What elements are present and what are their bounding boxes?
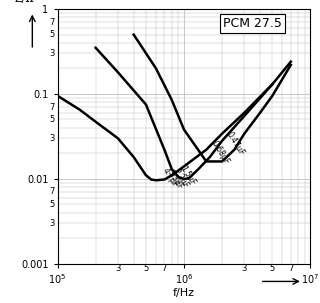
Text: 3.3µF: 3.3µF (165, 168, 184, 191)
Text: 7: 7 (162, 264, 167, 273)
Text: 1.5µF: 1.5µF (178, 164, 197, 187)
Text: 5: 5 (50, 30, 55, 39)
Text: 5: 5 (50, 115, 55, 124)
Text: 0.68µF: 0.68µF (210, 139, 231, 166)
Text: 7: 7 (288, 264, 293, 273)
Text: 3: 3 (50, 134, 55, 143)
Text: PCM 27.5: PCM 27.5 (223, 17, 282, 30)
Text: 5: 5 (50, 200, 55, 209)
X-axis label: f/Hz: f/Hz (173, 288, 195, 298)
Text: 0.47µF: 0.47µF (225, 130, 246, 157)
Y-axis label: Z/Ω: Z/Ω (15, 0, 35, 4)
Text: 5: 5 (143, 264, 148, 273)
Text: 3: 3 (115, 264, 121, 273)
Text: 7: 7 (50, 103, 55, 112)
Text: 5: 5 (270, 264, 275, 273)
Text: 7: 7 (50, 188, 55, 196)
Text: 3: 3 (50, 219, 55, 228)
Text: 4.7µF: 4.7µF (160, 166, 179, 189)
Text: 3: 3 (242, 264, 247, 273)
Text: 7: 7 (50, 18, 55, 27)
Text: 2.2µF: 2.2µF (171, 168, 190, 190)
Text: 3: 3 (50, 49, 55, 58)
